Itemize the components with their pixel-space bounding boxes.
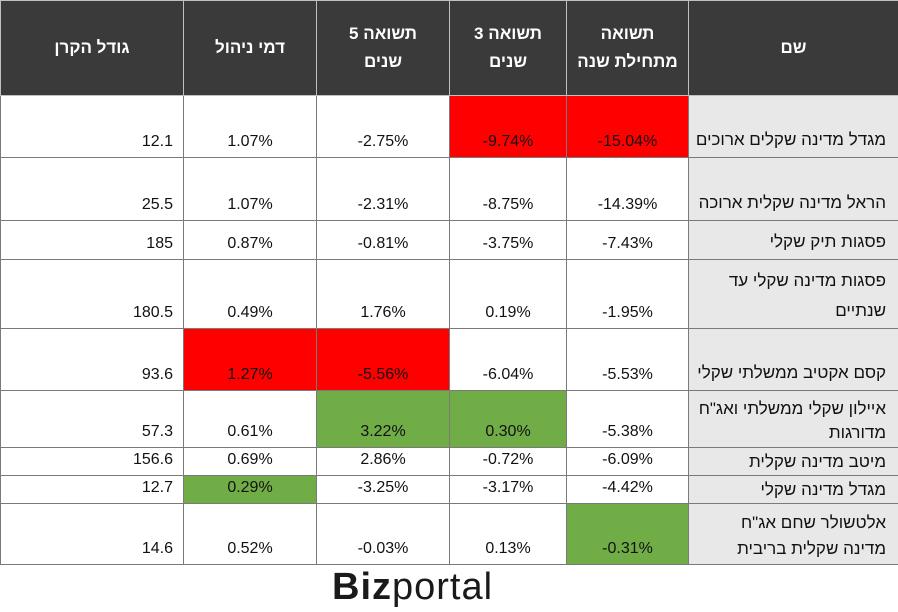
header-return-3y: תשואה 3 שנים	[449, 0, 567, 96]
fund-name: אלטשולר שחם אג"ח מדינה שקלית בריבית	[688, 503, 898, 565]
header-return-5y: תשואה 5 שנים	[316, 0, 450, 96]
funds-table: גודל הקרן דמי ניהול תשואה 5 שנים תשואה 3…	[0, 0, 898, 565]
return-5y: 2.86%	[316, 447, 450, 476]
return-5y: -0.03%	[316, 503, 450, 565]
return-5y: -5.56%	[316, 328, 450, 391]
return-3y: 0.30%	[449, 390, 567, 448]
return-5y: -0.81%	[316, 220, 450, 260]
return-3y: -3.17%	[449, 475, 567, 504]
management-fee: 1.07%	[183, 95, 317, 158]
fund-name: איילון שקלי ממשלתי ואג"ח מדורגות	[688, 390, 898, 448]
return-ytd: -15.04%	[566, 95, 689, 158]
return-3y: 0.13%	[449, 503, 567, 565]
management-fee: 0.87%	[183, 220, 317, 260]
fund-size: 12.1	[0, 95, 184, 158]
fund-size: 185	[0, 220, 184, 260]
management-fee: 0.52%	[183, 503, 317, 565]
return-ytd: -5.53%	[566, 328, 689, 391]
logo-portal-text: portal	[392, 566, 494, 608]
return-3y: -9.74%	[449, 95, 567, 158]
table-row: 14.6 0.52% -0.03% 0.13% -0.31% אלטשולר ש…	[0, 503, 898, 565]
fund-name: מגדל מדינה שקלים ארוכים	[688, 95, 898, 158]
return-5y: -2.75%	[316, 95, 450, 158]
return-5y: -2.31%	[316, 157, 450, 221]
fund-name: פסגות תיק שקלי	[688, 220, 898, 260]
return-ytd: -14.39%	[566, 157, 689, 221]
return-3y: -3.75%	[449, 220, 567, 260]
fund-size: 180.5	[0, 259, 184, 329]
return-3y: -6.04%	[449, 328, 567, 391]
return-5y: 3.22%	[316, 390, 450, 448]
return-3y: -8.75%	[449, 157, 567, 221]
table-row: 57.3 0.61% 3.22% 0.30% -5.38% איילון שקל…	[0, 390, 898, 448]
table-row: 25.5 1.07% -2.31% -8.75% -14.39% הראל מד…	[0, 157, 898, 221]
bizportal-logo: Bizportal	[332, 566, 494, 608]
management-fee: 1.07%	[183, 157, 317, 221]
return-5y: 1.76%	[316, 259, 450, 329]
fund-size: 57.3	[0, 390, 184, 448]
fund-name: קסם אקטיב ממשלתי שקלי	[688, 328, 898, 391]
table-row: 12.7 0.29% -3.25% -3.17% -4.42% מגדל מדי…	[0, 475, 898, 504]
fund-name: הראל מדינה שקלית ארוכה	[688, 157, 898, 221]
table-row: 156.6 0.69% 2.86% -0.72% -6.09% מיטב מדי…	[0, 447, 898, 476]
return-3y: -0.72%	[449, 447, 567, 476]
return-ytd: -1.95%	[566, 259, 689, 329]
fund-name: מיטב מדינה שקלית	[688, 447, 898, 476]
management-fee: 1.27%	[183, 328, 317, 391]
table-header-row: גודל הקרן דמי ניהול תשואה 5 שנים תשואה 3…	[0, 0, 898, 96]
table-row: 185 0.87% -0.81% -3.75% -7.43% פסגות תיק…	[0, 220, 898, 260]
return-ytd: -5.38%	[566, 390, 689, 448]
return-3y: 0.19%	[449, 259, 567, 329]
fund-name: פסגות מדינה שקלי עד שנתיים	[688, 259, 898, 329]
return-ytd: -6.09%	[566, 447, 689, 476]
fund-size: 14.6	[0, 503, 184, 565]
return-ytd: -4.42%	[566, 475, 689, 504]
fund-name: מגדל מדינה שקלי	[688, 475, 898, 504]
fund-size: 93.6	[0, 328, 184, 391]
fund-size: 12.7	[0, 475, 184, 504]
table-row: 12.1 1.07% -2.75% -9.74% -15.04% מגדל מד…	[0, 95, 898, 158]
fund-size: 25.5	[0, 157, 184, 221]
management-fee: 0.69%	[183, 447, 317, 476]
header-return-ytd: תשואה מתחילת שנה	[566, 0, 689, 96]
management-fee: 0.29%	[183, 475, 317, 504]
return-ytd: -0.31%	[566, 503, 689, 565]
fund-size: 156.6	[0, 447, 184, 476]
table-row: 93.6 1.27% -5.56% -6.04% -5.53% קסם אקטי…	[0, 328, 898, 391]
table-row: 180.5 0.49% 1.76% 0.19% -1.95% פסגות מדי…	[0, 259, 898, 329]
header-name: שם	[688, 0, 898, 96]
logo-biz-text: Biz	[332, 566, 392, 608]
return-ytd: -7.43%	[566, 220, 689, 260]
management-fee: 0.49%	[183, 259, 317, 329]
header-fund-size: גודל הקרן	[0, 0, 184, 96]
header-management-fee: דמי ניהול	[183, 0, 317, 96]
return-5y: -3.25%	[316, 475, 450, 504]
management-fee: 0.61%	[183, 390, 317, 448]
